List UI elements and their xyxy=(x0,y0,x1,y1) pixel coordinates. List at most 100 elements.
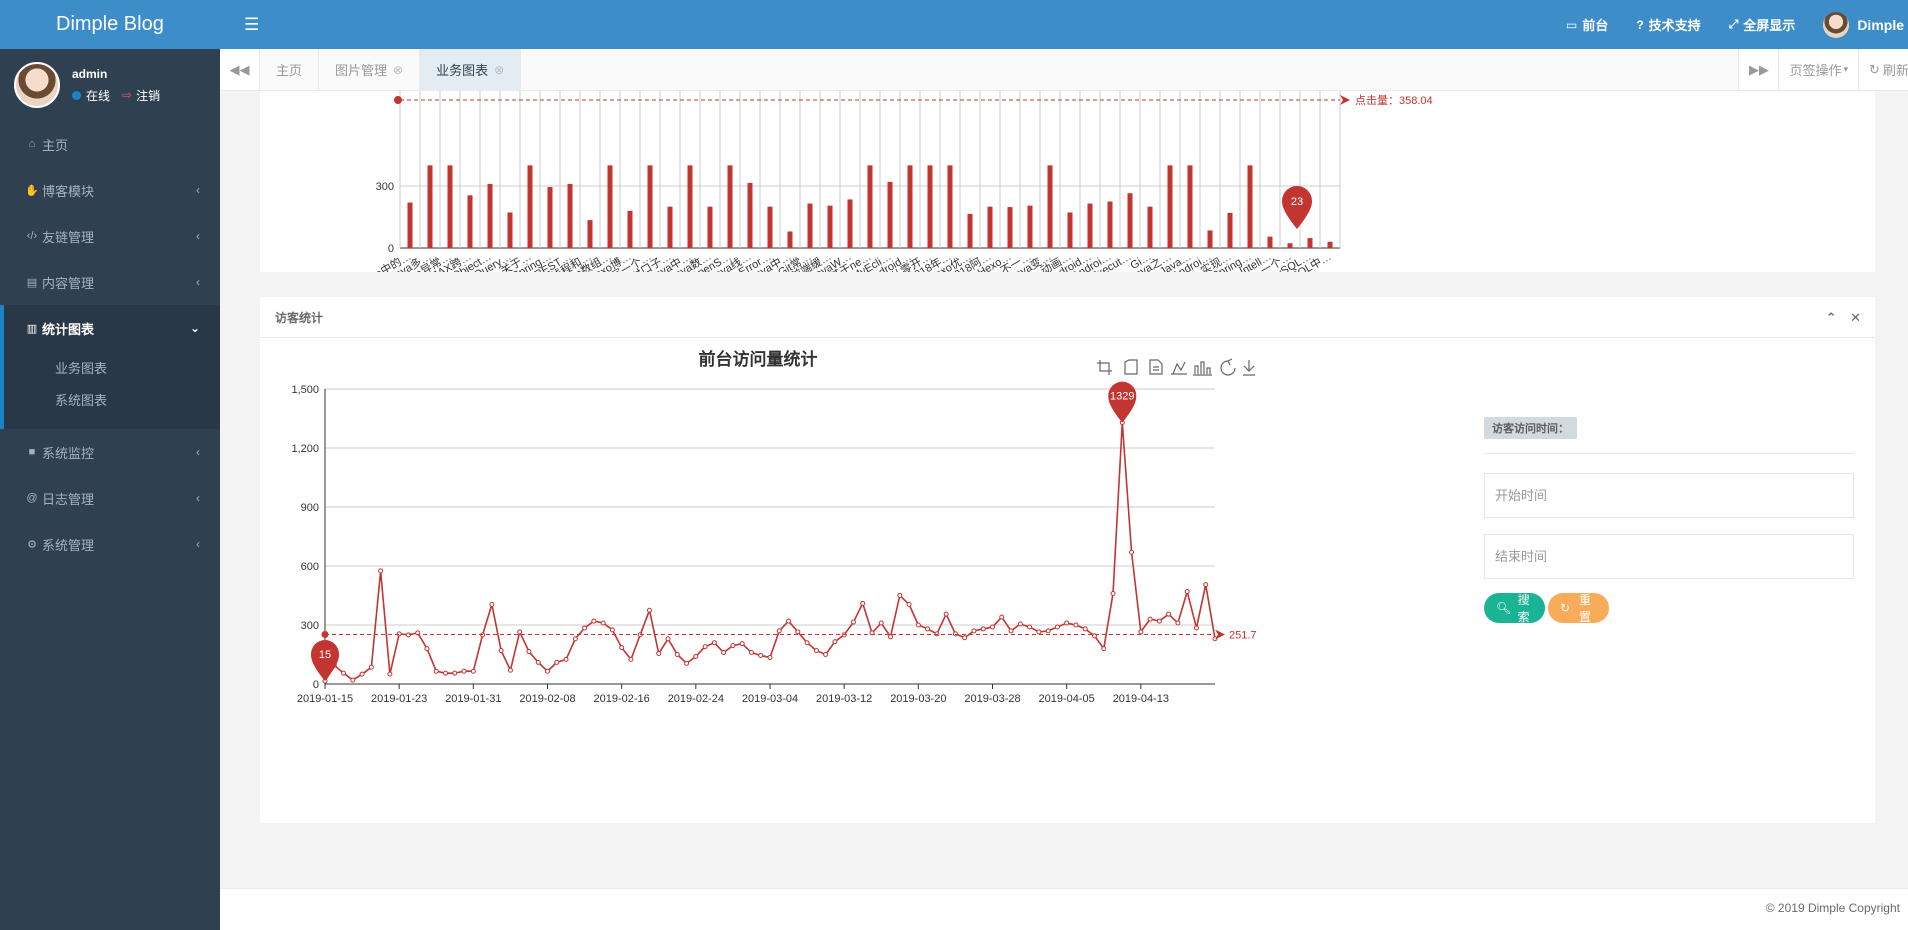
bar[interactable] xyxy=(467,195,473,248)
bar[interactable] xyxy=(847,199,853,248)
line-switch-icon[interactable] xyxy=(1171,361,1187,375)
data-point[interactable] xyxy=(656,651,662,657)
data-point[interactable] xyxy=(684,660,690,666)
bar[interactable] xyxy=(767,206,773,248)
data-point[interactable] xyxy=(786,618,792,624)
download-icon[interactable] xyxy=(1243,360,1255,376)
bar[interactable] xyxy=(1007,207,1013,248)
data-point[interactable] xyxy=(600,620,606,626)
bar[interactable] xyxy=(427,165,433,248)
data-point[interactable] xyxy=(1138,629,1144,635)
sidebar-item-system[interactable]: ⚙ 系统管理 ‹ xyxy=(0,521,220,567)
data-point[interactable] xyxy=(424,646,430,652)
data-point[interactable] xyxy=(1212,636,1218,642)
bar[interactable] xyxy=(407,202,413,248)
data-point[interactable] xyxy=(665,636,671,642)
data-point[interactable] xyxy=(498,648,504,654)
bar[interactable] xyxy=(547,187,553,248)
data-point[interactable] xyxy=(1156,618,1162,624)
data-point[interactable] xyxy=(609,627,615,633)
data-point[interactable] xyxy=(341,670,347,676)
data-point[interactable] xyxy=(350,677,356,683)
tabs-scroll-left-button[interactable]: ◀◀ xyxy=(220,49,260,90)
menu-toggle-icon[interactable]: ☰ xyxy=(244,15,260,34)
tab-image-manage[interactable]: 图片管理 ⊗ xyxy=(319,49,421,90)
data-point[interactable] xyxy=(776,628,782,634)
data-point[interactable] xyxy=(368,664,374,670)
collapse-icon[interactable]: ⌃ xyxy=(1825,310,1837,325)
data-point[interactable] xyxy=(739,641,745,647)
bar[interactable] xyxy=(867,165,873,248)
bar[interactable] xyxy=(1167,165,1173,248)
data-point[interactable] xyxy=(526,649,532,655)
data-point[interactable] xyxy=(850,619,856,625)
bar[interactable] xyxy=(1087,203,1093,248)
data-point[interactable] xyxy=(711,640,717,646)
data-point[interactable] xyxy=(452,670,458,676)
bar[interactable] xyxy=(947,165,953,248)
bar[interactable] xyxy=(1307,238,1313,248)
data-point[interactable] xyxy=(591,618,597,624)
bar[interactable] xyxy=(627,210,633,248)
data-point[interactable] xyxy=(507,667,513,673)
restore-icon[interactable] xyxy=(1220,358,1236,376)
sub-item-system-chart[interactable]: 系统图表 xyxy=(55,392,108,408)
bar[interactable] xyxy=(887,181,893,248)
bar[interactable] xyxy=(827,205,833,248)
data-point[interactable] xyxy=(387,671,393,677)
bar[interactable] xyxy=(567,183,573,248)
data-point[interactable] xyxy=(990,624,995,630)
data-point[interactable] xyxy=(554,659,560,665)
logout-link[interactable]: 注销 xyxy=(136,88,161,103)
data-point[interactable] xyxy=(999,614,1005,620)
bar[interactable] xyxy=(1147,206,1153,248)
data-point[interactable] xyxy=(1110,591,1116,597)
sidebar-item-stats[interactable]: ▥ 统计图表 ⌄ xyxy=(4,305,220,351)
data-point[interactable] xyxy=(1203,582,1209,588)
user-menu[interactable]: Dimple xyxy=(1823,11,1904,38)
data-point[interactable] xyxy=(563,656,569,662)
bar[interactable] xyxy=(1207,230,1213,248)
bar[interactable] xyxy=(1267,236,1273,248)
data-point[interactable] xyxy=(943,611,949,617)
bar[interactable] xyxy=(647,165,653,248)
close-icon[interactable]: ⊗ xyxy=(393,62,404,77)
data-point[interactable] xyxy=(1175,620,1181,626)
tech-support-link[interactable]: ? 技术支持 xyxy=(1636,15,1700,34)
sub-item-business-chart[interactable]: 业务图表 xyxy=(55,360,108,376)
data-point[interactable] xyxy=(878,620,884,626)
sidebar-item-blog[interactable]: ✋ 博客模块 ‹ xyxy=(0,167,220,213)
sidebar-item-content[interactable]: ▤ 内容管理 ‹ xyxy=(0,259,220,305)
bar[interactable] xyxy=(987,206,993,248)
sidebar-item-logs[interactable]: @ 日志管理 ‹ xyxy=(0,475,220,521)
data-point[interactable] xyxy=(721,650,727,656)
bar[interactable] xyxy=(1067,212,1073,248)
data-point[interactable] xyxy=(628,656,634,662)
zoom-icon[interactable] xyxy=(1097,360,1112,375)
data-point[interactable] xyxy=(888,634,894,640)
data-point[interactable] xyxy=(832,639,838,645)
data-point[interactable] xyxy=(572,636,578,642)
avatar[interactable] xyxy=(14,62,60,108)
bar[interactable] xyxy=(1047,165,1053,248)
data-point[interactable] xyxy=(730,643,736,649)
logout-icon[interactable]: ⇨ xyxy=(122,88,133,102)
bar[interactable] xyxy=(907,165,913,248)
data-point[interactable] xyxy=(1082,626,1088,632)
data-view-icon[interactable] xyxy=(1149,359,1163,375)
data-point[interactable] xyxy=(470,668,476,674)
bar[interactable] xyxy=(527,165,533,248)
data-point[interactable] xyxy=(915,622,921,628)
bar[interactable] xyxy=(447,165,453,248)
sidebar-item-links[interactable]: ‹/› 友链管理 ‹ xyxy=(0,213,220,259)
bar[interactable] xyxy=(687,165,693,248)
data-point[interactable] xyxy=(823,652,829,657)
data-point[interactable] xyxy=(1193,625,1199,631)
data-point[interactable] xyxy=(971,628,977,634)
data-point[interactable] xyxy=(1147,616,1153,622)
bar[interactable] xyxy=(1127,193,1133,248)
tab-business-chart[interactable]: 业务图表 ⊗ xyxy=(420,49,522,90)
bar[interactable] xyxy=(807,203,813,248)
data-point[interactable] xyxy=(1064,620,1070,626)
data-point[interactable] xyxy=(1054,624,1060,630)
